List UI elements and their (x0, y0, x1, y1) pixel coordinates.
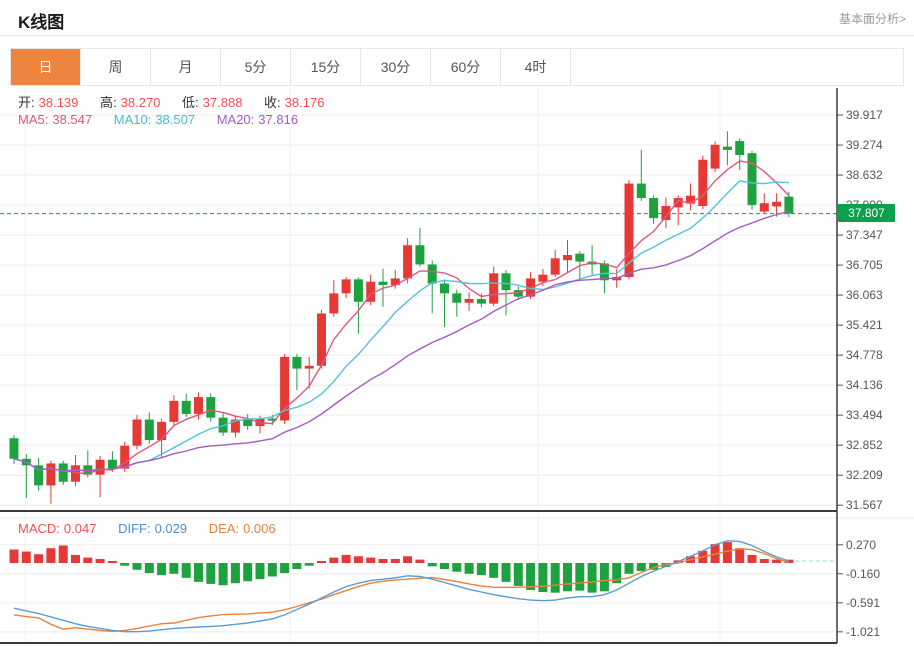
svg-text:39.274: 39.274 (846, 138, 883, 152)
diff-value: 0.029 (154, 521, 188, 536)
svg-text:-0.160: -0.160 (846, 567, 880, 581)
close-label: 收: (264, 95, 281, 110)
ma10-label: MA10: (113, 112, 152, 127)
diff-label: DIFF: (118, 521, 151, 536)
ma-readout: MA5: 38.547 MA10: 38.507 MA20: 37.816 (18, 112, 302, 127)
period-tabs: 日周月 5分 15分 30分 60分 4时 (10, 48, 904, 86)
tab-15分[interactable]: 15分 (291, 49, 361, 85)
svg-text:31.567: 31.567 (846, 498, 883, 512)
svg-text:37.347: 37.347 (846, 228, 883, 242)
fundamental-analysis-link[interactable]: 基本面分析> (838, 12, 906, 26)
open-value: 38.139 (38, 95, 79, 110)
svg-text:0.270: 0.270 (846, 538, 876, 552)
current-price-badge: 37.807 (838, 204, 895, 222)
tab-60分[interactable]: 60分 (431, 49, 501, 85)
ma10-value: 38.507 (155, 112, 196, 127)
macd-readout: MACD: 0.047 DIFF: 0.029 DEA: 0.006 (18, 521, 280, 536)
svg-text:39.917: 39.917 (846, 108, 883, 122)
svg-text:32.852: 32.852 (846, 438, 883, 452)
svg-text:36.063: 36.063 (846, 288, 883, 302)
svg-text:32.209: 32.209 (846, 468, 883, 482)
close-value: 38.176 (284, 95, 325, 110)
tab-30分[interactable]: 30分 (361, 49, 431, 85)
high-label: 高: (100, 95, 117, 110)
ma20-label: MA20: (216, 112, 255, 127)
open-label: 开: (18, 95, 35, 110)
svg-text:35.421: 35.421 (846, 318, 883, 332)
ma5-label: MA5: (18, 112, 49, 127)
low-value: 37.888 (202, 95, 243, 110)
svg-text:34.778: 34.778 (846, 348, 883, 362)
tab-日[interactable]: 日 (11, 49, 81, 85)
svg-text:-1.021: -1.021 (846, 625, 880, 639)
tab-周[interactable]: 周 (81, 49, 151, 85)
ohlc-readout: 开: 38.139 高: 38.270 低: 37.888 收: 38.176 (18, 92, 328, 111)
low-label: 低: (182, 95, 199, 110)
ma20-value: 37.816 (258, 112, 299, 127)
tab-月[interactable]: 月 (151, 49, 221, 85)
svg-text:33.494: 33.494 (846, 408, 883, 422)
macd-value: 0.047 (63, 521, 97, 536)
page-title: K线图 (18, 13, 65, 32)
tab-4时[interactable]: 4时 (501, 49, 571, 85)
tab-5分[interactable]: 5分 (221, 49, 291, 85)
ma5-value: 38.547 (52, 112, 93, 127)
svg-text:34.136: 34.136 (846, 378, 883, 392)
svg-text:-0.591: -0.591 (846, 596, 880, 610)
macd-label: MACD: (18, 521, 60, 536)
dea-label: DEA: (208, 521, 240, 536)
high-value: 38.270 (120, 95, 161, 110)
header-divider (0, 35, 914, 36)
svg-text:36.705: 36.705 (846, 258, 883, 272)
dea-value: 0.006 (243, 521, 276, 536)
svg-text:38.632: 38.632 (846, 168, 883, 182)
